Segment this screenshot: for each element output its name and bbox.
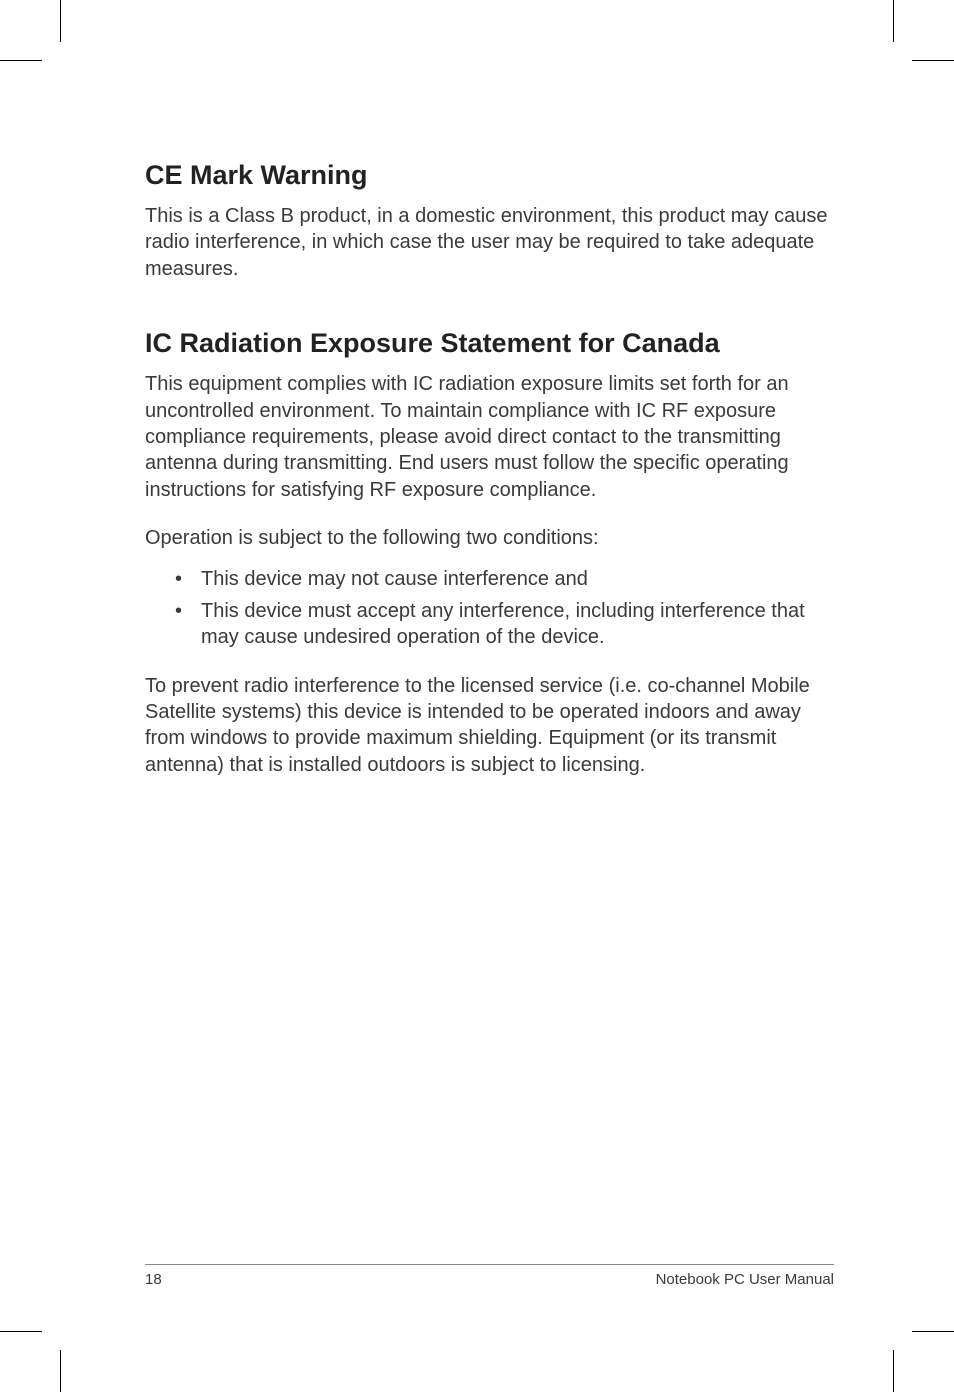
paragraph-ic-3: To prevent radio interference to the lic… [145,673,834,779]
paragraph-ce-mark: This is a Class B product, in a domestic… [145,203,834,282]
page-number: 18 [145,1271,162,1288]
crop-mark [893,1350,894,1392]
crop-mark [60,1350,61,1392]
doc-title: Notebook PC User Manual [656,1271,834,1288]
page-content: CE Mark Warning This is a Class B produc… [145,160,834,800]
list-item: This device must accept any interference… [175,598,834,651]
conditions-list: This device may not cause interference a… [145,566,834,651]
paragraph-ic-2: Operation is subject to the following tw… [145,525,834,551]
heading-ic-radiation: IC Radiation Exposure Statement for Cana… [145,328,834,359]
crop-mark [0,1331,42,1332]
crop-mark [912,60,954,61]
page-footer: 18 Notebook PC User Manual [145,1264,834,1288]
heading-ce-mark: CE Mark Warning [145,160,834,191]
paragraph-ic-1: This equipment complies with IC radiatio… [145,371,834,503]
crop-mark [0,60,42,61]
crop-mark [893,0,894,42]
crop-mark [60,0,61,42]
crop-mark [912,1331,954,1332]
list-item: This device may not cause interference a… [175,566,834,592]
